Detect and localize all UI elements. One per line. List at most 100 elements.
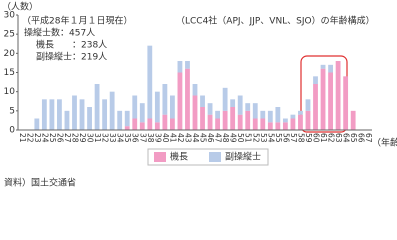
x-tick-label: 50 (236, 133, 245, 143)
bar (260, 118, 266, 130)
legend-swatch (209, 152, 221, 162)
x-tick-label: 34 (116, 133, 125, 143)
x-axis-label: （年齢） (372, 137, 397, 149)
bar (267, 122, 273, 130)
bar (79, 99, 85, 130)
bar (282, 118, 288, 123)
x-tick-label: 51 (244, 133, 253, 143)
bar (260, 110, 266, 119)
x-tick-label: 31 (93, 133, 102, 143)
y-tick-label: 0 (9, 126, 15, 136)
bar (215, 118, 221, 130)
x-tick-label: 52 (251, 133, 260, 143)
bar (185, 68, 190, 130)
bar (237, 95, 243, 115)
x-tick-label: 41 (168, 133, 177, 143)
bar (162, 84, 168, 115)
bar (185, 61, 190, 69)
y-tick-label: 30 (4, 11, 16, 21)
bar (64, 110, 70, 130)
bar (169, 118, 175, 130)
bar (350, 110, 356, 130)
bar (94, 84, 100, 130)
legend-label: 副操縦士 (225, 151, 261, 163)
bar (139, 122, 145, 130)
x-tick-label: 63 (334, 133, 343, 143)
bar (313, 76, 318, 84)
x-tick-label: 59 (304, 133, 313, 143)
bar (320, 64, 326, 69)
x-tick-label: 54 (266, 133, 275, 143)
y-tick-label: 20 (4, 49, 16, 59)
bar (245, 110, 251, 130)
bar (252, 118, 258, 130)
bar (237, 114, 243, 130)
bar (102, 99, 108, 130)
x-tick-label: 62 (327, 133, 336, 143)
bar (290, 114, 296, 119)
bar (162, 114, 168, 130)
bar (192, 95, 198, 130)
bar (154, 122, 160, 130)
y-axis-label: （人数） (2, 1, 38, 13)
annotation: （平成28年１月１日現在） (22, 15, 132, 27)
bar (41, 99, 47, 130)
x-tick-label: 57 (289, 133, 298, 143)
y-tick-label: 25 (4, 30, 15, 40)
bar (154, 91, 160, 123)
legend-label: 機長 (170, 151, 188, 163)
bar (207, 103, 213, 115)
bar (343, 76, 349, 130)
x-tick-label: 39 (153, 133, 162, 143)
x-tick-label: 23 (33, 133, 42, 143)
bar (222, 110, 228, 130)
bar (328, 72, 333, 130)
bar (34, 118, 40, 130)
source: 資料）国土交通省 (4, 177, 76, 189)
x-tick-label: 55 (274, 133, 283, 143)
x-tick-label: 42 (176, 133, 185, 143)
bar (275, 107, 281, 123)
bar (177, 61, 183, 73)
annotation: 副操縦士：219人 (36, 51, 107, 63)
x-tick-label: 60 (312, 133, 321, 143)
bar (267, 110, 273, 123)
x-tick-label: 38 (146, 133, 155, 143)
x-tick-label: 61 (319, 133, 328, 143)
x-tick-label: 65 (349, 133, 358, 143)
x-tick-label: 28 (70, 133, 79, 143)
legend-swatch (154, 152, 166, 162)
bar (72, 95, 77, 130)
chart: （人数） （年齢） （平成28年１月１日現在） 操縦士数：457人 機長 ：23… (2, 1, 397, 189)
x-tick-label: 49 (229, 133, 238, 143)
bar (139, 103, 145, 123)
bar (245, 103, 251, 111)
x-tick-label: 32 (101, 133, 110, 143)
legend: 機長 副操縦士 (147, 148, 269, 166)
bar (57, 99, 62, 130)
y-tick-label: 10 (4, 87, 16, 97)
x-tick-label: 27 (63, 133, 72, 143)
bar (313, 84, 318, 130)
x-tick-label: 22 (25, 133, 34, 143)
bar (222, 87, 228, 111)
x-tick-label: 37 (138, 133, 147, 143)
bar (298, 114, 303, 130)
x-tick-label: 36 (131, 133, 140, 143)
bar (117, 110, 123, 130)
annotation: 機長 ：238人 (36, 39, 107, 51)
bar (230, 99, 236, 107)
x-tick-label: 26 (55, 133, 64, 143)
bar (192, 84, 198, 96)
bar (290, 118, 296, 130)
bar (147, 118, 153, 130)
x-tick-label: 24 (40, 133, 49, 143)
bar (230, 107, 236, 130)
bar (282, 122, 288, 130)
x-tick-label: 30 (86, 133, 95, 143)
bar (275, 122, 281, 130)
bar (124, 126, 130, 130)
bar (124, 110, 130, 127)
x-tick-label: 47 (214, 133, 223, 143)
legend-frame (147, 148, 269, 166)
